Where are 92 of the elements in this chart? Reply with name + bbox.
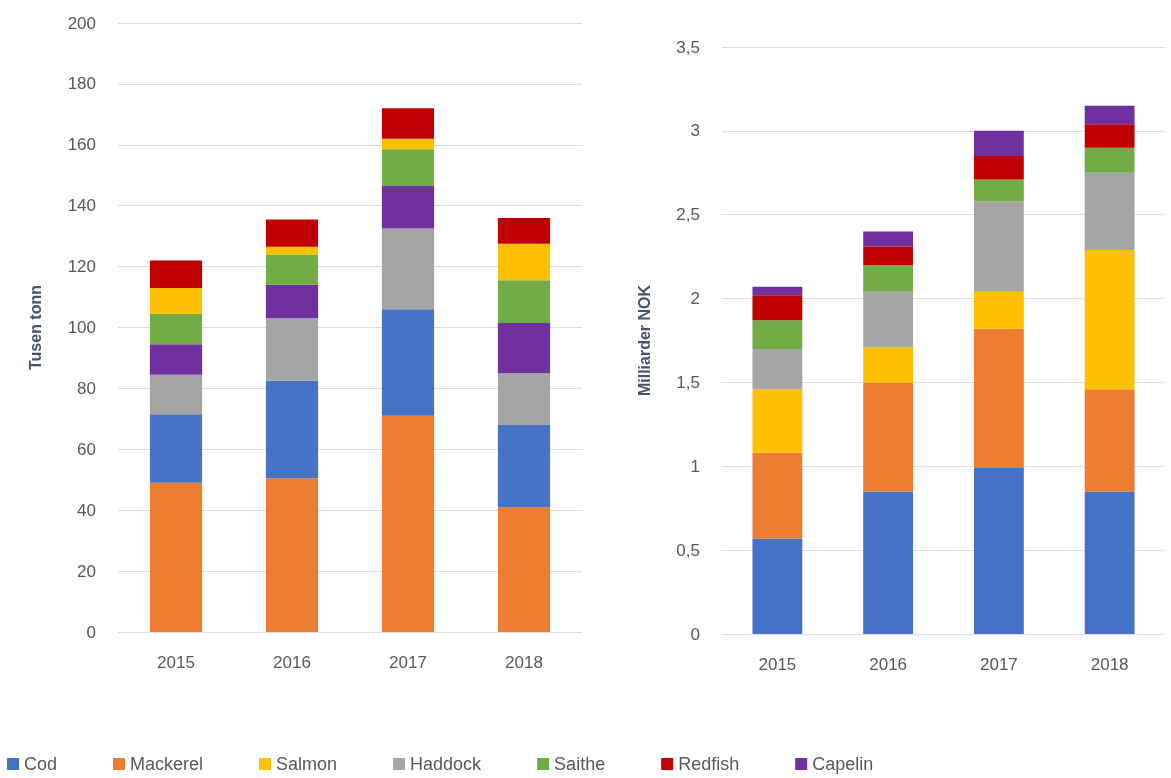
- bar: [1084, 172, 1135, 250]
- y-tick-label: 0: [690, 624, 700, 644]
- bar: [381, 108, 435, 139]
- y-tick-label: 3,5: [676, 37, 700, 57]
- bar: [381, 309, 435, 416]
- legend-label: Capelin: [812, 754, 874, 774]
- bar: [752, 452, 803, 539]
- bar: [265, 254, 319, 285]
- bar: [973, 328, 1024, 468]
- bar: [973, 291, 1024, 329]
- bar: [381, 149, 435, 186]
- bar: [497, 217, 551, 244]
- bar: [497, 507, 551, 632]
- bar: [863, 291, 914, 348]
- bar: [863, 231, 914, 247]
- bar: [497, 322, 551, 374]
- bar: [497, 280, 551, 323]
- x-tick-label: 2017: [979, 655, 1018, 674]
- bar: [149, 482, 203, 632]
- bar: [973, 179, 1024, 202]
- bar: [973, 467, 1024, 634]
- bar: [752, 295, 803, 321]
- legend-label: Haddock: [410, 754, 483, 774]
- bar: [973, 130, 1024, 157]
- y-axis-title: Milliarder NOK: [635, 284, 653, 397]
- bar: [1084, 249, 1135, 390]
- y-tick-label: 1: [690, 456, 700, 476]
- y-tick-label: 1,5: [676, 372, 700, 392]
- bar: [265, 318, 319, 381]
- y-tick-label: 2,5: [676, 205, 700, 225]
- bar: [265, 246, 319, 255]
- bar: [497, 424, 551, 508]
- y-tick-label: 160: [67, 135, 96, 155]
- bar: [863, 246, 914, 266]
- bar: [752, 389, 803, 453]
- y-tick-label: 180: [67, 74, 96, 94]
- bar: [265, 284, 319, 319]
- bar: [752, 538, 803, 634]
- legend-label: Cod: [24, 754, 58, 774]
- bar: [149, 414, 203, 483]
- bar: [863, 382, 914, 492]
- bar: [381, 228, 435, 310]
- bar: [863, 491, 914, 634]
- bar: [381, 138, 435, 150]
- y-tick-label: 40: [77, 500, 96, 520]
- bar: [265, 478, 319, 632]
- bar: [149, 260, 203, 288]
- bar: [149, 313, 203, 345]
- y-tick-label: 100: [67, 318, 96, 337]
- y-tick-label: 200: [67, 13, 96, 33]
- legend-label: Saithe: [554, 754, 606, 774]
- bar: [1084, 147, 1135, 173]
- bar: [497, 373, 551, 425]
- bar: [1084, 105, 1135, 125]
- bar: [973, 156, 1024, 180]
- y-axis-title: Tusen tonn: [26, 284, 44, 371]
- y-tick-label: 3: [690, 121, 700, 141]
- y-tick-label: 0: [86, 622, 96, 642]
- y-tick-label: 60: [77, 439, 96, 459]
- x-tick-label: 2016: [273, 653, 311, 672]
- bar: [149, 374, 203, 415]
- legend-label: Mackerel: [130, 754, 204, 774]
- bar: [149, 287, 203, 314]
- y-tick-label: 20: [77, 561, 96, 581]
- bar: [1084, 389, 1135, 492]
- bar: [863, 347, 914, 383]
- bar: [1084, 124, 1135, 148]
- bar: [497, 243, 551, 281]
- y-tick-label: 120: [67, 257, 96, 277]
- x-tick-label: 2018: [1090, 655, 1129, 674]
- bar: [973, 201, 1024, 292]
- y-tick-label: 80: [77, 378, 96, 398]
- bar: [265, 219, 319, 247]
- x-tick-label: 2016: [869, 655, 908, 674]
- y-tick-label: 0,5: [676, 540, 700, 560]
- bar: [1084, 491, 1135, 634]
- legend-label: Redfish: [678, 754, 740, 774]
- bar: [381, 415, 435, 632]
- y-tick-label: 2: [690, 289, 700, 309]
- bar: [752, 320, 803, 349]
- x-tick-label: 2015: [758, 655, 797, 674]
- x-tick-label: 2018: [505, 653, 543, 672]
- bar: [752, 286, 803, 296]
- bar: [863, 265, 914, 292]
- x-tick-label: 2015: [157, 653, 195, 672]
- bar: [149, 344, 203, 375]
- x-tick-label: 2017: [389, 653, 427, 672]
- bar: [265, 380, 319, 479]
- bar: [752, 348, 803, 390]
- y-tick-label: 140: [67, 196, 96, 216]
- bar: [381, 185, 435, 229]
- legend-label: Salmon: [276, 754, 338, 774]
